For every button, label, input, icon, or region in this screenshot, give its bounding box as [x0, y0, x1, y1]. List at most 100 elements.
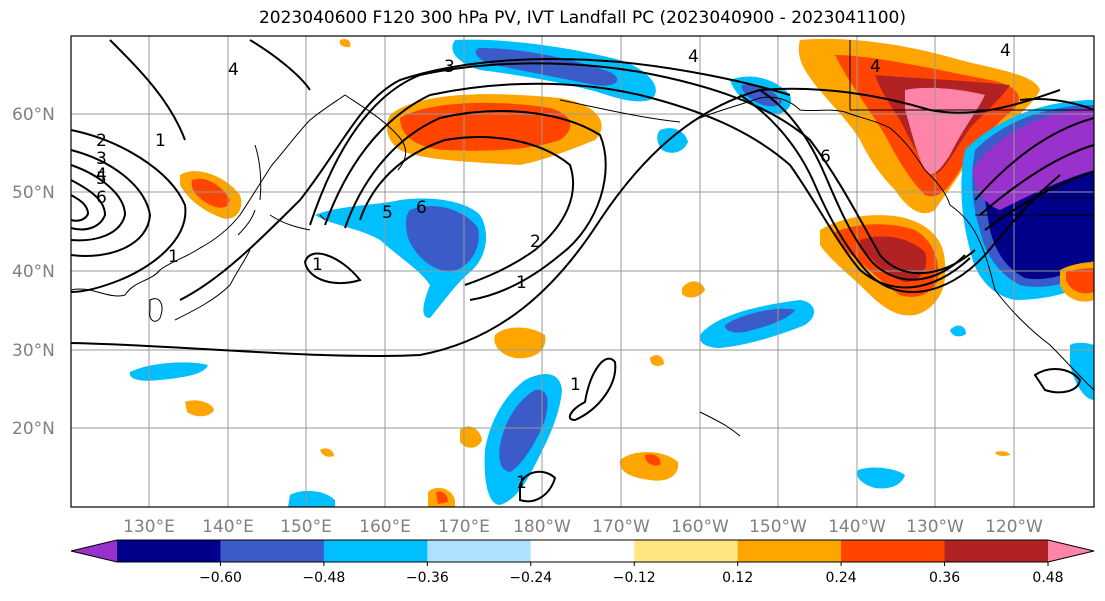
contour-label-4a: 4: [96, 165, 107, 185]
ivt-fill-layer: [129, 38, 1094, 507]
coast-aleutian: [559, 99, 681, 123]
anomaly-region-mexico-red: [1066, 268, 1094, 294]
colorbar-segment: [634, 540, 739, 562]
contour-label-4e: 4: [1000, 41, 1011, 61]
colorbar-segment: [427, 540, 532, 562]
colorbar-tick-label: −0.36: [406, 570, 449, 586]
colorbar-extend-min: [71, 540, 117, 562]
lon-labels: 130°E 140°E 150°E 160°E 170°E 180°W 170°…: [123, 517, 1043, 537]
contour-label-4b: 4: [228, 60, 239, 80]
pv-contour-7: [759, 89, 966, 281]
colorbar-segment: [530, 540, 635, 562]
coast-kuril: [269, 214, 326, 231]
pv-contour-17: [1019, 98, 1095, 111]
lon-label-130w: 130°W: [906, 517, 964, 537]
coastlines: [70, 40, 1095, 437]
pv-contour-12: [70, 179, 107, 231]
coast-korea: [149, 298, 163, 322]
contour-label-3b: 3: [444, 57, 455, 77]
contour-label-1d: 1: [516, 273, 527, 293]
pv-contour-21: [568, 357, 617, 422]
anomaly-region-westcoast-purple: [972, 108, 1094, 210]
contour-label-3a: 3: [96, 149, 107, 169]
lon-label-140w: 140°W: [828, 517, 886, 537]
colorbar-extend-max: [1048, 540, 1094, 562]
colorbar-tick-label: 0.36: [929, 570, 960, 586]
coast-japan: [174, 209, 256, 321]
anomaly-region-blob-10: [995, 451, 1010, 456]
anomaly-region-blue-blob-5: [1070, 342, 1094, 400]
contour-label-1b: 1: [168, 247, 179, 267]
lat-label-50n: 50°N: [12, 183, 55, 203]
pv-contour-8: [739, 94, 1061, 293]
anomaly-region-subtropical-core: [499, 389, 548, 472]
anomaly-region-blob-3: [619, 451, 679, 481]
lon-label-150e: 150°E: [280, 517, 332, 537]
pv-contour-20: [984, 171, 1095, 231]
colorbar-tick-label: 0.12: [722, 570, 753, 586]
colorbar-segment: [944, 540, 1049, 562]
coast-asia: [70, 94, 346, 297]
lon-label-170e: 170°E: [438, 517, 490, 537]
pv-contour-19: [979, 144, 1095, 216]
colorbar-tick-label: −0.48: [302, 570, 345, 586]
pv-contour-2: [179, 58, 791, 301]
coast-sakhalin: [254, 144, 262, 201]
coast-border-lines: [849, 40, 1094, 216]
anomaly-region-alaska-peninsula-core: [741, 84, 782, 107]
anomaly-region-small-blue: [657, 128, 688, 153]
contour-label-5a: 5: [96, 169, 107, 189]
pv-contour-1: [70, 87, 1061, 358]
pv-contour-9: [303, 252, 362, 285]
contour-label-4c: 4: [688, 47, 699, 67]
pv-contour-14: [70, 129, 187, 293]
contour-label-6c: 6: [820, 147, 831, 167]
anomaly-region-blue-blob-4: [950, 325, 966, 337]
pv-contour-10: [70, 149, 152, 257]
lon-label-180: 180°W: [513, 517, 571, 537]
contour-label-2b: 2: [530, 232, 541, 252]
colorbar-tick-label: −0.60: [199, 570, 242, 586]
contour-label-1f: 1: [516, 473, 527, 493]
contour-label-1e: 1: [570, 375, 581, 395]
colorbar-tick-label: 0.48: [1032, 570, 1063, 586]
anomaly-region-blob-1: [494, 327, 546, 359]
pv-contours: [70, 39, 1095, 503]
pv-contour-5: [344, 110, 607, 301]
pv-contour-18: [974, 117, 1095, 201]
anomaly-region-okhotsk-core: [191, 178, 230, 208]
colorbar-tick-label: −0.24: [509, 570, 552, 586]
lon-label-140e: 140°E: [202, 517, 254, 537]
lon-label-130e: 130°E: [123, 517, 175, 537]
pv-contour-22: [519, 470, 557, 503]
lon-label-170w: 170°W: [592, 517, 650, 537]
colorbar-segment: [117, 540, 221, 562]
pv-contour-4: [324, 82, 971, 289]
colorbar-segment: [323, 540, 428, 562]
lon-label-120w: 120°W: [985, 517, 1043, 537]
map-border: [70, 35, 1095, 508]
colorbar-outline: [70, 539, 1095, 563]
lat-label-30n: 30°N: [12, 341, 55, 361]
contour-label-1a: 1: [155, 131, 166, 151]
anomaly-region-blob-7: [185, 400, 214, 417]
pv-contour-16: [249, 39, 311, 91]
colorbar: −0.60 −0.48 −0.36 −0.24 −0.12 0.12 0.24 0.36 0.4…: [70, 539, 1095, 586]
coast-hawaii: [699, 411, 741, 437]
pv-contour-13: [70, 194, 90, 222]
anomaly-region-blob-8: [320, 448, 334, 457]
contour-label-6b: 6: [416, 198, 427, 218]
anomaly-region-blob-5: [650, 355, 664, 366]
anomaly-region-blob-9: [339, 39, 351, 48]
pv-contour-23: [1033, 368, 1082, 394]
anomaly-region-blob-4: [682, 281, 705, 298]
coast-canada: [949, 204, 1095, 391]
lat-label-60n: 60°N: [12, 105, 55, 125]
pv-contour-6: [359, 136, 575, 286]
lat-label-40n: 40°N: [12, 262, 55, 282]
pv-contour-11: [70, 164, 127, 242]
colorbar-segment: [841, 540, 946, 562]
anomaly-region-aleutian-core: [475, 48, 618, 86]
lat-label-20n: 20°N: [12, 419, 55, 439]
anomaly-region-central-pacific-core: [724, 308, 795, 333]
